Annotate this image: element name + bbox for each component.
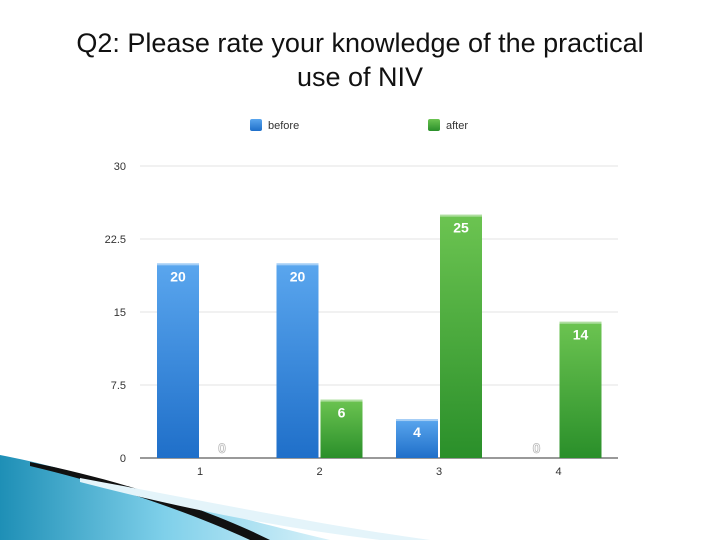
y-tick-label: 7.5 xyxy=(111,380,126,392)
grid xyxy=(140,165,618,459)
x-tick-label: 3 xyxy=(436,466,442,478)
y-tick-label: 22.5 xyxy=(105,234,126,246)
bar-before xyxy=(276,263,319,458)
slide-title-line-1: Q2: Please rate your knowledge of the pr… xyxy=(76,28,644,58)
legend-label-after: after xyxy=(446,120,468,132)
y-tick-label: 15 xyxy=(114,307,126,319)
data-label: 0 xyxy=(533,440,541,456)
legend-swatch-after xyxy=(428,119,440,131)
bar-before xyxy=(157,263,199,458)
bars: 20 0 20 6 4 25 0 14 xyxy=(157,214,602,458)
data-label: 4 xyxy=(413,424,421,440)
y-tick-label: 0 xyxy=(120,453,126,465)
y-tick-label: 30 xyxy=(114,161,126,173)
slide-title-line-2: use of NIV xyxy=(296,62,424,92)
bar-after xyxy=(440,214,482,458)
data-label: 25 xyxy=(453,220,469,236)
bar-highlight xyxy=(157,263,199,266)
bar-highlight xyxy=(559,321,602,324)
data-label: 6 xyxy=(338,405,346,421)
bar-after xyxy=(559,321,602,458)
data-label: 20 xyxy=(170,268,186,284)
data-label: 20 xyxy=(290,268,306,284)
legend-swatch-before xyxy=(250,119,262,131)
bar-highlight xyxy=(320,399,363,402)
bar-highlight xyxy=(396,419,438,422)
bar-highlight xyxy=(440,214,482,217)
legend-label-before: before xyxy=(268,120,299,132)
slide-title: Q2: Please rate your knowledge of the pr… xyxy=(20,26,700,94)
bar-highlight xyxy=(276,263,319,266)
bar-before xyxy=(396,419,438,458)
data-label: 14 xyxy=(573,327,589,343)
x-tick-label: 4 xyxy=(555,466,561,478)
x-tick-label: 1 xyxy=(197,466,203,478)
x-tick-label: 2 xyxy=(316,466,322,478)
data-label: 0 xyxy=(218,440,226,456)
legend: before after xyxy=(250,119,468,132)
axes: 0 7.5 15 22.5 30 1 2 3 4 xyxy=(105,161,562,478)
bar-after xyxy=(320,399,363,458)
